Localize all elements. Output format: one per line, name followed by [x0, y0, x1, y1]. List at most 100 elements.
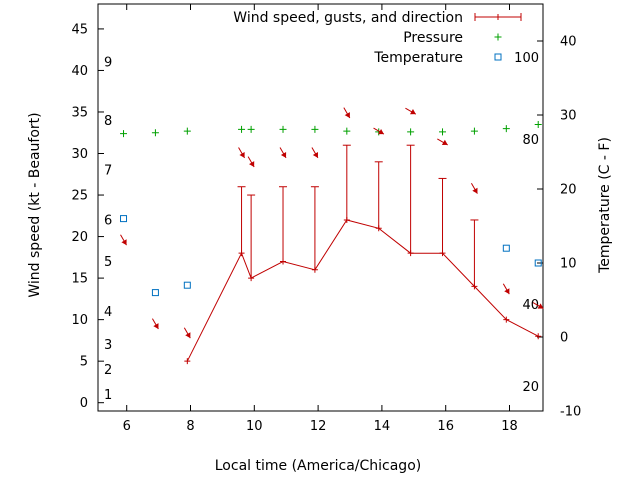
x-tick-label: 10 — [246, 419, 263, 434]
wind-speed-point — [439, 250, 446, 257]
x-tick-label: 18 — [501, 419, 518, 434]
wind-direction-arrow — [247, 156, 255, 168]
y-tick-label: 15 — [71, 272, 88, 287]
wind-direction-arrow — [279, 147, 287, 159]
wind-speed-point — [503, 316, 510, 323]
y-tick-label: 5 — [80, 355, 88, 370]
legend-entry-label: Wind speed, gusts, and direction — [233, 10, 463, 26]
fahrenheit-label: 100 — [514, 51, 539, 66]
temperature-point — [534, 259, 542, 267]
beaufort-label: 4 — [104, 305, 112, 320]
y2-tick-label: 0 — [560, 331, 568, 346]
y-tick-label: 35 — [71, 105, 88, 120]
legend-entry-label: Pressure — [403, 30, 463, 46]
pressure-point — [502, 125, 510, 133]
arrow-head — [344, 112, 350, 119]
wind-direction-arrow — [373, 127, 385, 135]
y2-tick-label: 10 — [560, 257, 577, 272]
arrow-head — [441, 139, 448, 145]
wind-speed-point — [280, 258, 287, 265]
temperature-point — [183, 281, 191, 289]
y-tick-label: 30 — [71, 147, 88, 162]
beaufort-label: 2 — [104, 363, 112, 378]
arrow-head — [409, 109, 416, 115]
y2-tick-label: 40 — [560, 35, 577, 50]
x-tick-label: 6 — [123, 419, 131, 434]
y2-axis-label: Temperature (C - F) — [597, 137, 613, 274]
arrow-head — [185, 332, 191, 339]
y2-tick-label: 30 — [560, 109, 577, 124]
pressure-point — [151, 129, 159, 137]
wind-speed-point — [238, 250, 245, 257]
y-tick-label: 25 — [71, 189, 88, 204]
temperature-point — [120, 215, 128, 223]
pressure-point — [439, 128, 447, 136]
y-tick-label: 20 — [71, 230, 88, 245]
wind-speed-point — [471, 283, 478, 290]
wind-speed-point — [343, 216, 350, 223]
temperature-point — [151, 289, 159, 297]
arrow-head — [472, 187, 478, 194]
beaufort-label: 6 — [104, 213, 112, 228]
series-group — [120, 107, 544, 365]
y-axis-label: Wind speed (kt - Beaufort) — [27, 112, 43, 297]
wind-direction-arrow — [343, 107, 351, 119]
wind-direction-arrow — [311, 147, 319, 159]
legend-temperature-swatch — [494, 53, 502, 61]
ticks-group — [98, 4, 543, 412]
tick-labels-group: 6 8 10 12 14 16 18051015202530354045-100102030… — [71, 22, 581, 434]
arrow-head — [239, 152, 245, 158]
pressure-point — [247, 125, 255, 133]
pressure-point — [120, 130, 128, 138]
fahrenheit-label: 40 — [522, 298, 539, 313]
wind-direction-arrow — [405, 107, 417, 115]
y-tick-label: 45 — [71, 22, 88, 37]
y-tick-label: 10 — [71, 313, 88, 328]
arrow-head — [537, 303, 544, 309]
plot-frame-group — [97, 3, 544, 412]
pressure-point — [534, 120, 542, 128]
x-tick-label: 8 — [186, 419, 194, 434]
x-tick-label: 16 — [437, 419, 454, 434]
arrow-head — [312, 152, 319, 158]
wind-speed-point — [184, 358, 191, 365]
pressure-point — [343, 127, 351, 135]
arrow-head — [504, 288, 510, 295]
wind-direction-arrow — [120, 234, 127, 246]
wind-direction-arrow — [470, 182, 478, 194]
arrow-head — [121, 239, 127, 246]
y-tick-label: 40 — [71, 64, 88, 79]
secondary-labels-group: 1 2 3 4 5 6 7 8 9 20 40 80 100 — [104, 51, 539, 403]
beaufort-label: 1 — [104, 388, 112, 403]
arrow-head — [153, 323, 159, 329]
wind-direction-arrow — [183, 327, 191, 339]
beaufort-label: 5 — [104, 255, 112, 270]
arrow-head — [280, 152, 287, 158]
arrow-head — [378, 128, 384, 135]
beaufort-label: 7 — [104, 164, 112, 179]
wind-direction-arrow — [151, 318, 159, 330]
pressure-point — [407, 128, 415, 136]
beaufort-label: 3 — [104, 338, 112, 353]
wind-direction-arrow — [437, 138, 448, 146]
legend: Wind speed, gusts, and direction Pressure… — [233, 10, 522, 66]
wind-speed-point — [407, 250, 414, 257]
fahrenheit-label: 20 — [522, 380, 539, 395]
x-tick-label: 12 — [310, 419, 327, 434]
pressure-point — [279, 125, 287, 133]
beaufort-label: 9 — [104, 56, 112, 71]
fahrenheit-label: 80 — [522, 133, 539, 148]
arrow-head — [249, 161, 255, 168]
y2-tick-label: 20 — [560, 183, 577, 198]
beaufort-label: 8 — [104, 114, 112, 129]
legend-pressure-swatch — [494, 33, 502, 41]
y2-tick-label: -10 — [560, 405, 581, 420]
x-axis-label: Local time (America/Chicago) — [215, 458, 421, 474]
pressure-point — [311, 125, 319, 133]
temperature-point — [502, 244, 510, 252]
legend-entry-label: Temperature — [373, 50, 463, 66]
pressure-point — [183, 127, 191, 135]
pressure-point — [470, 127, 478, 135]
wind-speed-line — [186, 219, 539, 362]
